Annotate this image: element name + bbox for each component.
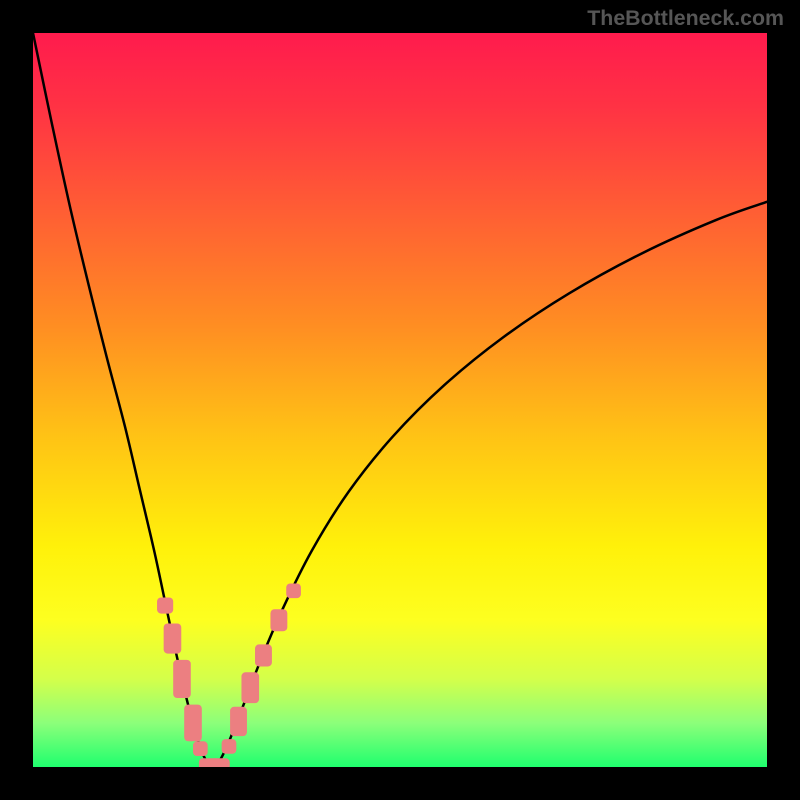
data-marker <box>193 741 208 756</box>
chart-svg <box>0 0 800 800</box>
chart-container: TheBottleneck.com <box>0 0 800 800</box>
data-marker <box>230 707 247 736</box>
data-marker <box>157 597 173 613</box>
data-marker <box>222 739 237 754</box>
data-marker <box>173 660 191 698</box>
v-curve-left <box>33 33 211 767</box>
data-marker <box>270 609 287 631</box>
v-curve-right <box>211 202 767 767</box>
data-marker <box>241 672 259 703</box>
data-marker <box>255 644 272 666</box>
data-marker <box>164 624 182 654</box>
data-marker <box>184 705 202 742</box>
watermark-text: TheBottleneck.com <box>587 6 784 31</box>
data-marker <box>211 758 230 770</box>
data-marker <box>286 584 301 599</box>
marker-group <box>157 584 301 770</box>
